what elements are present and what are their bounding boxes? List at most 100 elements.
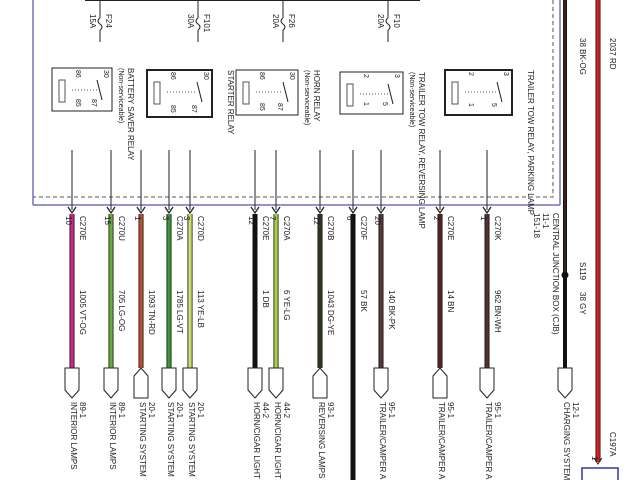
relay-name: STARTER RELAY [226,70,235,135]
relay-note: (Non-serviceable) [408,72,415,127]
destination-label: STARTING SYSTEM [138,402,147,477]
connector-label: C270E [446,216,455,240]
destination-ref: 20-1 [175,402,184,419]
circuit-label: 1005 VT-OG [78,290,87,335]
connector-arrow-icon [593,457,603,465]
splice-label: S119 [578,262,587,281]
connector-up-icon [133,367,149,399]
connector-label: C197A [608,432,617,457]
destination-ref: 20-1 [147,402,156,419]
circuit-label: 6 YE-LG [282,290,291,321]
connector-arrow-icon [376,206,386,215]
circuit-label: 140 BK-PK [387,290,396,330]
destination-ref: 44-2 [282,402,291,419]
destination-ref: 93-1 [326,402,335,419]
connector-arrow-icon [271,206,281,215]
relay-switch-icon [196,81,203,103]
pin-number: 6 [345,216,354,221]
circuit-label: 113 YE-LB [196,290,205,328]
relay-name: TRAILER TOW RELAY, PARKING LAMP [526,70,535,215]
junction-box-ref: 11-1 [541,213,550,229]
pin-number: 10 [64,216,73,225]
connector-label: C270U [117,216,126,241]
pin-number: 12 [312,216,321,225]
connector-arrow-icon [315,206,325,215]
destination-ref: 95-1 [446,402,455,419]
connector-arrow-icon [482,206,492,215]
relay-pin: 30 [288,72,295,80]
relay-pin: 1 [467,103,474,107]
connector-arrow-icon [250,206,260,215]
destination-label: HORN/CIGAR LIGHT [252,402,261,479]
relay-pin: 2 [362,74,369,78]
relay-pin: 3 [502,72,509,76]
relay-switch-icon [387,83,394,105]
destination-ref: 20-1 [196,402,205,419]
relay-pin: 85 [74,99,81,107]
connector-up-icon [312,367,328,399]
cjb-dashed-border [32,0,554,198]
relay-pin: 86 [74,70,81,78]
connector-label: C270A [282,216,291,241]
relay-coil-icon [451,81,459,105]
destination-ref: 95-1 [493,402,502,419]
fuse-id: F10 [392,14,401,28]
splice-dot [561,271,569,279]
destination-label: HORN/CIGAR LIGHT [273,402,282,479]
relay-pin: 87 [90,99,97,107]
component-box [581,467,619,480]
destination-label: STARTING SYSTEM [166,402,175,477]
relay-pin: 85 [169,105,176,113]
circuit-label: 1043 DG-YE [326,290,335,335]
pin-number: 7 [268,216,277,221]
junction-box-ref: 151-18 [532,213,541,238]
connector-arrow-icon [67,206,77,215]
connector-down-icon [373,367,389,399]
fuse-id: F24 [104,14,113,28]
relay-pin: 86 [169,72,176,80]
connector-label: C270K [493,216,502,241]
connector-arrow-icon [185,206,195,215]
relay-box [444,69,513,116]
connector-down-icon [557,367,573,399]
relay-pin: 2 [467,72,474,76]
connector-label: C270E [261,216,270,240]
fuse-id: F101 [202,14,211,33]
pin-number: 1 [133,216,142,221]
destination-ref: 95-1 [387,402,396,419]
circuit-label: 705 LG-OG [117,290,126,331]
circuit-label: 962 BN-WH [493,290,502,333]
destination-label: INTERIOR LAMPS [108,402,117,470]
relay-switch-icon [282,81,289,103]
pin-number: 12 [247,216,256,225]
relay-box [235,69,299,116]
destination-label: STARTING SYSTEM [187,402,196,477]
relay-note: (Non-serviceable) [303,70,310,125]
relay-switch-icon [96,79,103,101]
fuse-icon [385,17,391,31]
circuit-label: 38 BK-OG [578,38,587,75]
relay-coil-icon [58,79,66,103]
fuse-rating: 20A [376,14,385,29]
relay-pin: 1 [362,102,369,106]
connector-label: C270D [196,216,205,241]
connector-down-icon [64,367,80,399]
destination-ref: 44-2 [261,402,270,419]
pin-number: 20 [373,216,382,225]
relay-box [339,71,404,115]
fuse-rating: 30A [186,14,195,29]
destination-label: CHARGING SYSTEM [562,402,571,480]
relay-name: BATTERY SAVER RELAY [126,68,135,161]
relay-coil-icon [242,81,250,105]
connector-arrow-icon [136,206,146,215]
connector-down-icon [161,367,177,399]
connector-down-icon [182,367,198,399]
connector-arrow-icon [164,206,174,215]
connector-label: C270E [78,216,87,240]
fuse-icon [280,17,286,31]
fuse-id: F26 [287,14,296,28]
destination-label: TRAILER/CAMPER A [378,402,387,480]
connector-down-icon [479,367,495,399]
connector-label: C270F [359,216,368,240]
connector-up-icon [432,367,448,399]
